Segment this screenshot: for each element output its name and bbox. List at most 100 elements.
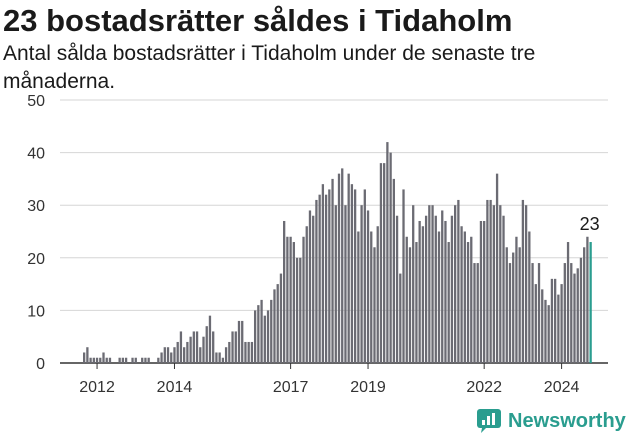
bar	[263, 315, 266, 363]
bar	[344, 205, 347, 363]
bar	[321, 184, 325, 363]
bar	[108, 357, 112, 363]
bar	[305, 226, 308, 363]
bar	[366, 210, 370, 363]
bar	[470, 236, 473, 363]
bar	[215, 352, 218, 363]
bar	[331, 178, 334, 363]
bar	[118, 357, 121, 363]
bar	[234, 331, 237, 363]
bar	[353, 189, 357, 363]
bar	[360, 205, 363, 363]
bar	[121, 357, 125, 363]
bar	[573, 273, 576, 363]
bar	[270, 299, 273, 363]
bar	[244, 341, 247, 363]
bar	[579, 257, 583, 363]
bar	[544, 299, 547, 363]
bar	[328, 189, 331, 363]
bar	[253, 310, 257, 363]
y-tick-label: 50	[27, 93, 45, 110]
bar	[502, 215, 505, 363]
bar	[347, 173, 350, 363]
bar	[273, 289, 276, 363]
bar	[176, 341, 179, 363]
bar	[518, 247, 521, 363]
bar	[131, 357, 134, 363]
bar	[576, 268, 579, 363]
bar	[415, 242, 418, 363]
bar	[557, 294, 560, 363]
bar	[479, 220, 483, 363]
bar	[450, 215, 454, 363]
bar	[283, 220, 286, 363]
bar	[583, 247, 586, 363]
bar	[89, 357, 92, 363]
bar	[221, 357, 225, 363]
bar	[515, 236, 518, 363]
y-axis-ticks: 0 10 20 30 40 50	[27, 93, 45, 373]
gridlines	[60, 99, 608, 364]
bar	[560, 284, 563, 363]
bar	[102, 352, 105, 363]
bar	[292, 242, 295, 363]
bar	[483, 220, 486, 363]
bar	[547, 305, 550, 363]
bar	[457, 199, 460, 363]
bar	[299, 257, 302, 363]
bar	[170, 352, 173, 363]
bar	[157, 357, 160, 363]
bar	[183, 347, 186, 363]
bar	[512, 252, 515, 363]
bar	[276, 284, 279, 363]
y-tick-label: 40	[27, 146, 45, 163]
bar	[453, 205, 457, 363]
bar	[405, 236, 408, 363]
bar	[289, 236, 292, 363]
bar	[528, 231, 531, 363]
bar	[92, 357, 95, 363]
bar	[218, 352, 221, 363]
bar	[302, 236, 305, 363]
bar	[315, 199, 318, 363]
bar	[318, 194, 321, 363]
bar	[508, 263, 512, 363]
bar	[524, 205, 528, 363]
bar	[379, 163, 383, 363]
bar	[444, 220, 447, 363]
bar	[534, 284, 537, 363]
bar	[350, 184, 354, 363]
bar	[286, 236, 289, 363]
x-tick-label: 2019	[350, 379, 386, 396]
bar	[160, 352, 163, 363]
bar	[199, 347, 202, 363]
bar	[202, 336, 205, 363]
bar	[144, 357, 147, 363]
bar	[357, 231, 360, 363]
bar	[195, 331, 199, 363]
bar	[389, 152, 392, 363]
bar	[95, 357, 99, 363]
bar	[428, 205, 431, 363]
bar	[83, 352, 86, 363]
bar	[521, 199, 525, 363]
bar	[476, 263, 479, 363]
brand-name: Newsworthy	[508, 409, 626, 432]
bar	[308, 210, 312, 363]
bar	[586, 236, 589, 363]
bar	[554, 278, 557, 363]
y-tick-label: 0	[36, 356, 45, 373]
x-tick-label: 2012	[79, 379, 115, 396]
bar	[386, 142, 389, 363]
bar	[260, 299, 263, 363]
bar	[550, 278, 554, 363]
bar	[334, 205, 337, 363]
bar	[324, 194, 328, 363]
bar	[466, 242, 470, 363]
bar	[376, 226, 379, 363]
bar	[492, 205, 495, 363]
bar	[421, 226, 425, 363]
bar	[395, 215, 399, 363]
y-tick-label: 10	[27, 303, 45, 320]
